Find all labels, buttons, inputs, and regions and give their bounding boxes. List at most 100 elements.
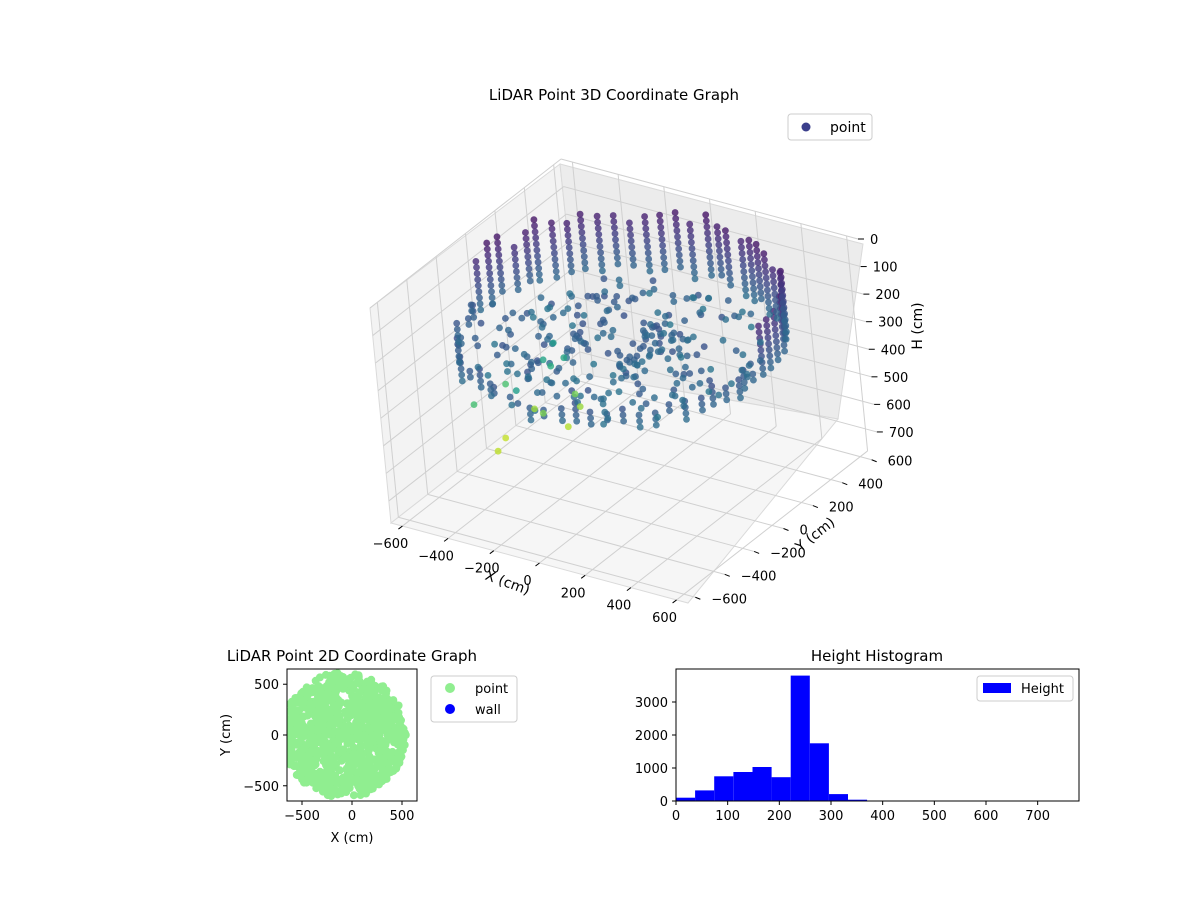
point-2d	[392, 764, 401, 773]
point-3d	[577, 216, 585, 224]
point-3d	[635, 411, 643, 419]
point-3d	[609, 378, 617, 386]
point-3d	[749, 273, 756, 280]
point-3d	[493, 351, 501, 359]
point-3d	[774, 356, 782, 364]
point-3d	[616, 282, 624, 290]
point-3d	[580, 247, 588, 254]
z-tick-3d-label: 0	[870, 233, 878, 248]
point-2d	[389, 712, 398, 721]
point-3d	[774, 350, 781, 358]
point-3d	[477, 383, 485, 391]
point-3d	[722, 384, 729, 392]
point-3d	[473, 264, 480, 271]
legend-2d-marker-point	[445, 683, 455, 693]
point-3d	[577, 222, 585, 230]
point-3d	[547, 362, 555, 370]
point-3d	[514, 400, 522, 407]
point-2d	[323, 744, 331, 752]
point-3d	[722, 316, 730, 323]
point-2d	[325, 671, 334, 680]
point-3d	[636, 423, 644, 431]
point-3d	[474, 342, 482, 350]
point-3d	[614, 303, 621, 311]
y-tick-3d-mark	[842, 482, 848, 486]
point-3d	[502, 343, 510, 351]
point-3d	[656, 217, 664, 225]
point-3d	[643, 231, 650, 239]
y-tick-hist-label: 1000	[635, 762, 668, 777]
point-3d	[780, 341, 788, 349]
point-3d	[548, 219, 555, 227]
point-3d	[486, 276, 494, 283]
y-tick-3d-mark	[753, 550, 760, 554]
point-3d	[553, 274, 561, 281]
point-2d	[342, 765, 351, 774]
legend-2d-label-wall: wall	[475, 703, 501, 718]
point-3d	[590, 393, 598, 401]
point-3d	[738, 244, 745, 251]
hist-bar	[848, 799, 868, 801]
point-3d	[467, 373, 474, 381]
point-3d	[763, 322, 771, 329]
point-3d	[722, 233, 730, 241]
point-2d	[332, 672, 341, 681]
point-3d	[658, 346, 666, 353]
point-3d	[538, 389, 546, 396]
point-3d	[674, 233, 681, 241]
x-ticks-hist: 0 100 200 300 400 500 600 700	[672, 801, 1050, 824]
point-3d	[697, 394, 705, 402]
point-3d	[560, 354, 568, 362]
point-3d	[520, 350, 528, 358]
y-tick-3d-label: 400	[858, 478, 883, 493]
point-3d	[767, 358, 774, 366]
point-3d	[645, 261, 653, 269]
point-3d	[468, 307, 476, 315]
hist-bar	[676, 797, 696, 801]
point-3d	[505, 326, 512, 334]
point-3d	[778, 293, 786, 301]
point-3d	[781, 347, 788, 355]
point-3d	[474, 276, 482, 283]
point-3d	[679, 374, 687, 382]
point-3d	[718, 271, 726, 279]
point-3d	[741, 280, 749, 288]
point-3d	[783, 328, 790, 336]
point-3d	[504, 368, 511, 375]
point-3d	[771, 320, 778, 327]
point-3d	[485, 263, 493, 271]
point-3d	[457, 365, 465, 373]
point-2d	[296, 698, 305, 707]
point-3d	[705, 241, 713, 249]
grid-3d-line	[435, 256, 458, 472]
point-3d	[699, 406, 706, 414]
point-3d	[654, 413, 661, 421]
hist-bar	[790, 675, 810, 801]
point-3d	[599, 316, 607, 324]
point-3d	[686, 226, 694, 234]
point-3d	[773, 344, 781, 351]
point-3d	[564, 225, 571, 233]
point-3d	[765, 346, 773, 354]
point-3d	[651, 394, 658, 402]
point-3d	[526, 277, 534, 285]
point-3d	[773, 314, 781, 322]
point-3d	[764, 334, 772, 342]
point-3d	[488, 392, 495, 400]
points-2d	[287, 669, 410, 800]
point-3d	[643, 331, 651, 339]
point-3d	[587, 420, 595, 428]
point-3d	[660, 329, 668, 337]
point-3d	[755, 322, 762, 330]
point-2d	[292, 770, 301, 779]
point-3d	[626, 219, 633, 227]
point-2d	[287, 722, 290, 730]
point-3d	[660, 260, 668, 267]
point-3d	[579, 320, 587, 328]
point-3d	[723, 396, 731, 404]
y-tick-hist-label: 2000	[635, 729, 668, 744]
grid-3d-line	[574, 379, 872, 461]
x-tick-2d-label: −500	[284, 809, 320, 824]
point-2d	[319, 736, 328, 744]
point-3d	[747, 310, 755, 318]
